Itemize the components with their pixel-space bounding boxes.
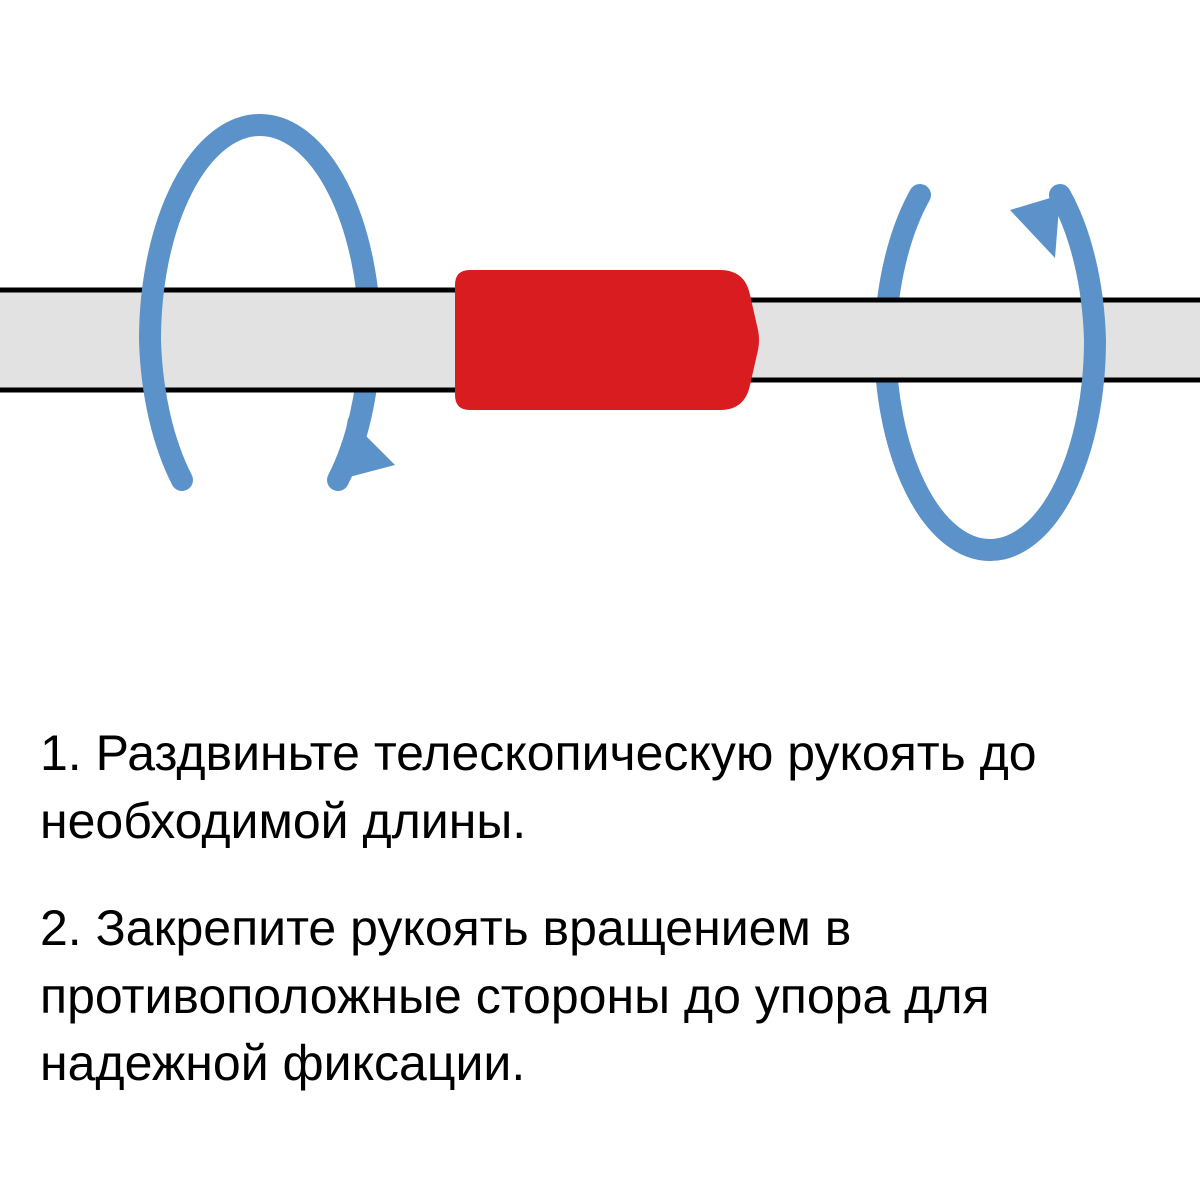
connector-red xyxy=(455,270,759,410)
instruction-step-1: 1. Раздвиньте телескопическую рукоять до… xyxy=(40,720,1160,855)
tube-right-fill xyxy=(740,300,1200,380)
telescopic-handle-diagram xyxy=(0,0,1200,700)
diagram-svg xyxy=(0,0,1200,700)
instruction-step-2: 2. Закрепите рукоять вращением в противо… xyxy=(40,895,1160,1098)
arrow-left-tube-mask xyxy=(330,292,390,388)
arrow-right-tube-mask xyxy=(870,302,925,378)
tube-left-fill xyxy=(0,290,470,390)
instructions-block: 1. Раздвиньте телескопическую рукоять до… xyxy=(40,720,1160,1138)
arrow-right-head xyxy=(1010,195,1060,258)
